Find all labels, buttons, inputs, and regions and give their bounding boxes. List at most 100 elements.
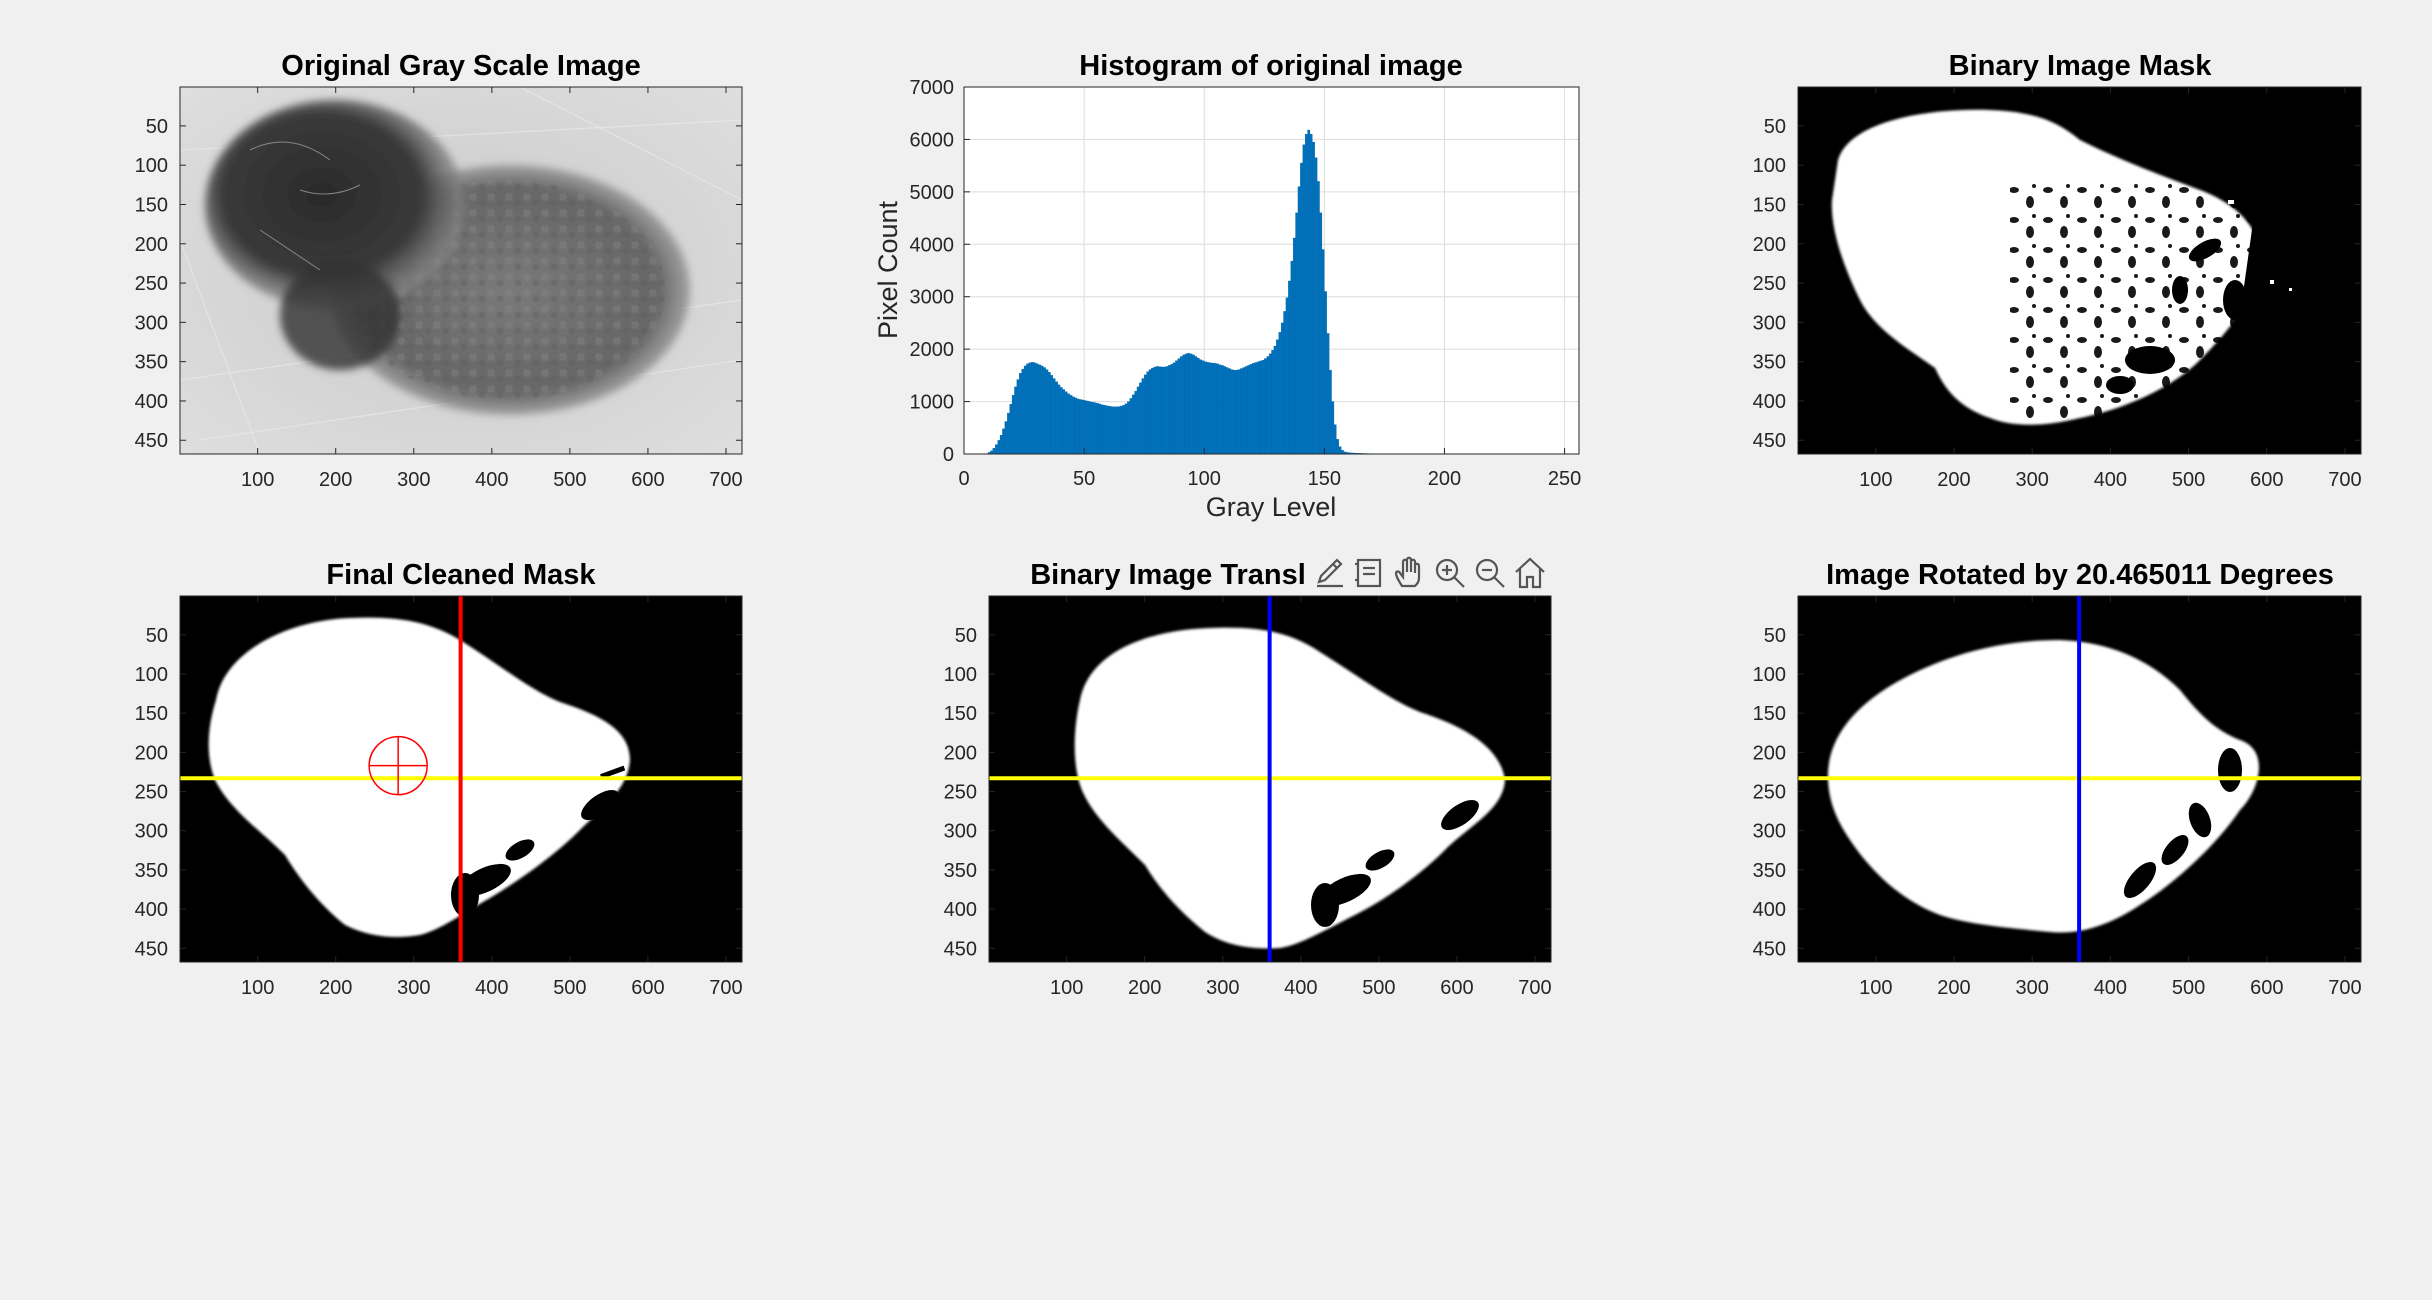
- x-tick-label: 600: [631, 977, 664, 999]
- histogram-bar: [1184, 353, 1188, 455]
- panel-title: Binary Image Mask: [1949, 50, 2213, 82]
- x-tick-label: 300: [397, 977, 430, 999]
- histogram-bar: [1071, 396, 1075, 455]
- histogram-bar: [1043, 367, 1046, 455]
- histogram-bar: [997, 440, 1001, 455]
- x-tick-label: 400: [475, 469, 508, 491]
- gray-ticks: 100 200 300 400 500 600 700 50 100 150 200 250 300 35…: [135, 87, 743, 491]
- y-tick-label: 50: [1764, 625, 1786, 647]
- histogram-bar: [1297, 186, 1301, 455]
- histogram-bar: [1081, 399, 1085, 455]
- x-tick-label: 700: [709, 469, 742, 491]
- panel-title: Image Rotated by 20.465011 Degrees: [1826, 559, 2334, 591]
- x-tick-label: 700: [2328, 469, 2361, 491]
- zoom-in-icon[interactable]: [1433, 556, 1467, 590]
- histogram-bar: [1175, 360, 1178, 455]
- panel-translated: Binary Image Transl 100 200 300 400 500 600 70…: [944, 556, 1552, 999]
- y-tick-label: 300: [1753, 821, 1786, 843]
- histogram-bar: [995, 444, 998, 455]
- histogram-ticks: 0 50 100 150 200 250 0 1000 2000 3000 4000 5000 6000…: [910, 77, 1582, 490]
- histogram-bar: [1196, 357, 1200, 455]
- histogram-bar: [1292, 237, 1296, 455]
- panel-title: Binary Image Transl: [1030, 559, 1306, 591]
- zoom-out-icon[interactable]: [1473, 556, 1507, 590]
- histogram-bar: [1095, 402, 1099, 455]
- y-tick-label: 2000: [910, 339, 955, 361]
- histogram-bar: [1268, 353, 1272, 455]
- histogram-bar: [1100, 404, 1104, 455]
- x-tick-label: 600: [631, 469, 664, 491]
- brush-icon[interactable]: [1313, 556, 1347, 590]
- histogram-bar: [1290, 260, 1294, 455]
- y-tick-label: 50: [955, 625, 977, 647]
- histogram-bar: [1230, 369, 1234, 455]
- histogram-bar: [1204, 361, 1207, 455]
- y-tick-label: 400: [1753, 391, 1786, 413]
- y-tick-label: 400: [944, 899, 977, 921]
- histogram-bar: [1304, 134, 1308, 455]
- y-tick-label: 0: [943, 444, 954, 466]
- histogram-bar: [1307, 129, 1311, 455]
- histogram-bar: [1050, 375, 1054, 455]
- histogram-bar: [1093, 402, 1097, 455]
- histogram-bar: [1331, 401, 1335, 455]
- y-tick-label: 400: [135, 899, 168, 921]
- histogram-bar: [1052, 378, 1056, 455]
- y-tick-label: 250: [1753, 273, 1786, 295]
- histogram-bar: [1153, 366, 1157, 455]
- x-tick-label: 700: [709, 977, 742, 999]
- histogram-bar: [1278, 332, 1282, 455]
- histogram-bar: [1023, 365, 1027, 455]
- histogram-bar: [1146, 371, 1150, 455]
- home-icon[interactable]: [1513, 556, 1547, 590]
- rotated-axes-box: [1797, 595, 2362, 963]
- pan-hand-icon[interactable]: [1393, 556, 1427, 590]
- histogram-bar: [1177, 358, 1181, 455]
- histogram-bar: [1261, 360, 1265, 455]
- histogram-bar: [1086, 400, 1090, 455]
- y-tick-label: 300: [135, 312, 168, 334]
- histogram-bar: [1266, 356, 1270, 455]
- y-tick-label: 250: [135, 782, 168, 804]
- x-tick-label: 100: [1188, 468, 1221, 490]
- histogram-bar: [1062, 389, 1066, 455]
- y-tick-label: 450: [944, 938, 977, 960]
- y-tick-label: 4000: [910, 234, 955, 256]
- y-tick-label: 150: [135, 194, 168, 216]
- y-tick-label: 350: [135, 352, 168, 374]
- histogram-bar: [1163, 366, 1166, 455]
- y-tick-label: 200: [135, 742, 168, 764]
- histogram-ylabel: Pixel Count: [873, 200, 903, 339]
- histogram-bar: [1218, 364, 1222, 455]
- histogram-bar: [1199, 359, 1202, 455]
- cleaned-ticks: 100 200 300 400 500 600 700 50 100 150 200 250 300 35…: [135, 596, 743, 999]
- histogram-bar: [1129, 398, 1133, 455]
- histogram-bar: [1007, 412, 1010, 455]
- histogram-bar: [1033, 362, 1037, 455]
- histogram-bar: [1057, 384, 1061, 455]
- translated-overlays: [989, 596, 1551, 962]
- y-tick-label: 150: [1753, 703, 1786, 725]
- histogram-bar: [1040, 365, 1044, 455]
- histogram-bar: [1122, 405, 1126, 455]
- histogram-bar: [1134, 390, 1138, 455]
- histogram-bar: [1259, 360, 1263, 455]
- y-tick-label: 50: [1764, 116, 1786, 138]
- histogram-bar: [1031, 362, 1034, 455]
- histogram-xlabel: Gray Level: [1206, 492, 1337, 522]
- y-tick-label: 450: [135, 938, 168, 960]
- datatip-icon[interactable]: [1353, 556, 1387, 590]
- histogram-bar: [1338, 446, 1342, 455]
- histogram-bar: [1045, 369, 1049, 455]
- y-tick-label: 350: [135, 860, 168, 882]
- histogram-bar: [1244, 366, 1248, 455]
- histogram-bar: [1211, 362, 1214, 455]
- x-tick-label: 100: [1050, 977, 1083, 999]
- cleaned-overlays: [180, 596, 742, 962]
- y-tick-label: 100: [1753, 155, 1786, 177]
- x-tick-label: 200: [1128, 977, 1161, 999]
- y-tick-label: 5000: [910, 182, 955, 204]
- histogram-bar: [1300, 162, 1303, 455]
- histogram-bar: [1225, 367, 1229, 455]
- histogram-bar: [1295, 212, 1299, 455]
